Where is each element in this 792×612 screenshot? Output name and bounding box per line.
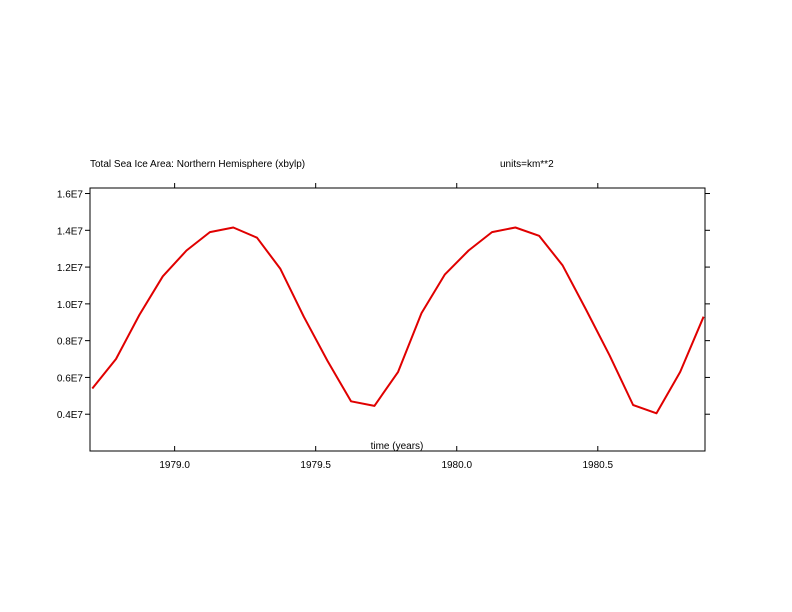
x-axis-label: time (years) [371,441,424,452]
plot-frame [89,187,706,452]
series-line [91,226,705,415]
y-tick-label: 0.4E7 [57,410,84,421]
axis-ticks [85,183,710,451]
y-tick-label: 0.8E7 [57,337,84,348]
y-tick-label: 1.2E7 [57,263,84,274]
y-tick-label: 1.6E7 [57,190,84,201]
y-tick-label: 1.0E7 [57,300,84,311]
x-tick-labels: 1979.0 1979.5 1980.0 1980.5 [159,460,613,471]
chart-title: Total Sea Ice Area: Northern Hemisphere … [90,159,305,170]
y-tick-label: 0.6E7 [57,373,84,384]
x-tick-label: 1979.5 [300,460,331,471]
x-tick-label: 1980.0 [441,460,472,471]
y-tick-label: 1.4E7 [57,226,84,237]
x-tick-label: 1980.5 [583,460,614,471]
x-tick-label: 1979.0 [159,460,190,471]
y-tick-labels: 0.4E7 0.6E7 0.8E7 1.0E7 1.2E7 1.4E7 1.6E7 [57,190,84,422]
units-label: units=km**2 [500,159,554,170]
